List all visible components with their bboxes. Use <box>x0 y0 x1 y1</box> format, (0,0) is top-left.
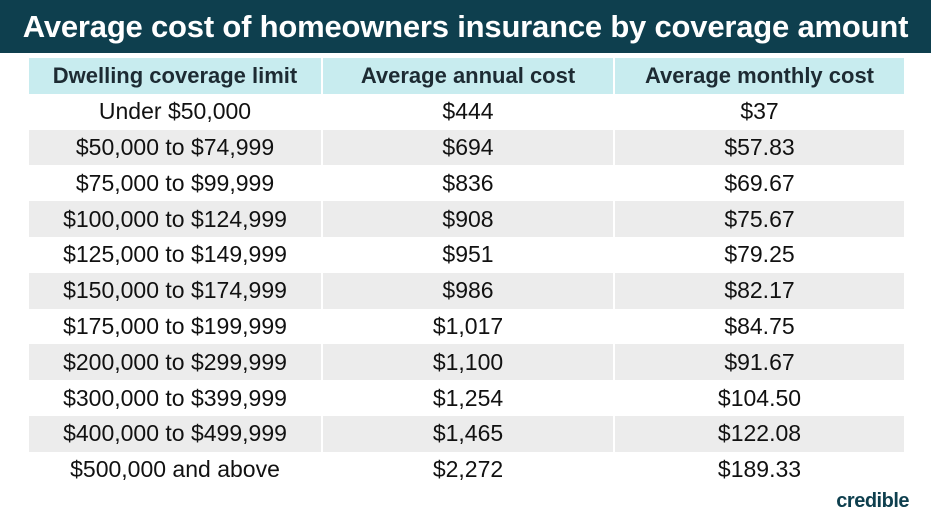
cell-annual-cost: $1,465 <box>321 415 613 452</box>
cell-annual-cost: $836 <box>321 165 613 202</box>
cell-coverage-limit: $150,000 to $174,999 <box>29 272 321 309</box>
cell-monthly-cost: $122.08 <box>613 415 904 452</box>
cell-coverage-limit: Under $50,000 <box>98 98 252 125</box>
cell-annual-cost: $986 <box>321 272 613 309</box>
cell-coverage-limit: $100,000 to $124,999 <box>29 201 321 237</box>
cell-monthly-cost: $189.33 <box>613 451 904 488</box>
cell-monthly-cost: $104.50 <box>613 380 904 416</box>
cell-coverage-limit: $300,000 to $399,999 <box>63 384 287 411</box>
cell-monthly-cost: $37 <box>613 93 904 130</box>
table-row: $50,000 to $74,999 $694 $57.83 <box>29 129 904 166</box>
cell-annual-cost: $951 <box>321 236 613 273</box>
table-row: $175,000 to $199,999 $1,017 $84.75 <box>29 308 904 345</box>
cell-annual-cost: $1,100 <box>321 344 613 381</box>
cell-coverage-limit: $175,000 to $199,999 <box>63 312 287 339</box>
cell-monthly-cost: $79.25 <box>613 236 904 273</box>
column-header-annual-cost: Average annual cost <box>321 58 613 94</box>
table-row: $125,000 to $149,999 $951 $79.25 <box>29 236 904 273</box>
cell-annual-cost: $694 <box>321 129 613 166</box>
cell-annual-cost: $2,272 <box>321 451 613 488</box>
column-header-coverage-limit: Dwelling coverage limit <box>29 58 321 94</box>
cost-table: Dwelling coverage limit Average annual c… <box>29 58 904 488</box>
cell-coverage-limit: $500,000 and above <box>70 456 280 483</box>
table-row: $200,000 to $299,999 $1,100 $91.67 <box>29 344 904 381</box>
cell-monthly-cost: $75.67 <box>613 201 904 237</box>
cell-annual-cost: $908 <box>321 201 613 237</box>
cell-monthly-cost: $57.83 <box>613 129 904 166</box>
cell-monthly-cost: $69.67 <box>613 165 904 202</box>
table-row: $500,000 and above $2,272 $189.33 <box>29 451 904 488</box>
cell-coverage-limit: $75,000 to $99,999 <box>75 169 275 196</box>
table-row: $150,000 to $174,999 $986 $82.17 <box>29 272 904 309</box>
cell-coverage-limit: $50,000 to $74,999 <box>29 129 321 166</box>
column-header-monthly-cost: Average monthly cost <box>613 58 904 94</box>
cell-annual-cost: $1,254 <box>321 380 613 416</box>
cell-monthly-cost: $84.75 <box>613 308 904 345</box>
cell-annual-cost: $444 <box>321 93 613 130</box>
table-row: $400,000 to $499,999 $1,465 $122.08 <box>29 415 904 452</box>
header-row: Dwelling coverage limit Average annual c… <box>29 58 904 94</box>
cell-coverage-limit: $200,000 to $299,999 <box>29 344 321 381</box>
credible-logo: credible <box>836 490 909 512</box>
table-row: $100,000 to $124,999 $908 $75.67 <box>29 201 904 237</box>
table-body: Under $50,000 $444 $37 $50,000 to $74,999 $6… <box>29 93 904 488</box>
table-row: Under $50,000 $444 $37 <box>29 93 904 130</box>
table-row: $75,000 to $99,999 $836 $69.67 <box>29 165 904 202</box>
chart-title: Average cost of homeowners insurance by … <box>0 0 931 53</box>
cell-coverage-limit: $400,000 to $499,999 <box>29 415 321 452</box>
cell-monthly-cost: $91.67 <box>613 344 904 381</box>
cell-annual-cost: $1,017 <box>321 308 613 345</box>
table-row: $300,000 to $399,999 $1,254 $104.50 <box>29 380 904 416</box>
cell-monthly-cost: $82.17 <box>613 272 904 309</box>
cell-coverage-limit: $125,000 to $149,999 <box>63 241 287 268</box>
